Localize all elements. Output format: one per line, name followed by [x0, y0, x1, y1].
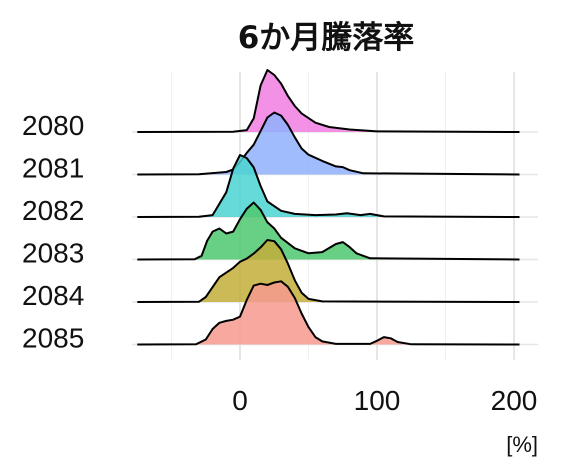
ridge-2082	[137, 154, 520, 218]
y-tick-label: 2082	[22, 195, 84, 226]
y-tick-labels: 2080 2081 2082 2083 2084 2085	[22, 110, 84, 354]
chart-title: 6か月騰落率	[238, 20, 415, 56]
ridge-2084	[137, 239, 520, 303]
x-tick-label: 0	[232, 385, 248, 416]
ridge-area	[137, 70, 520, 132]
x-tick-label: 200	[491, 385, 538, 416]
y-tick-label: 2081	[22, 153, 84, 184]
y-tick-label: 2085	[22, 323, 84, 354]
x-tick-labels: 0 100 200	[232, 385, 537, 416]
x-axis-label: [%]	[506, 432, 538, 457]
ridge-area	[137, 112, 520, 175]
ridge-area	[137, 240, 520, 302]
ridge-area	[137, 281, 520, 345]
y-tick-label: 2080	[22, 110, 84, 141]
ridge-2081	[137, 111, 520, 176]
ridge-outline	[137, 154, 520, 218]
ridge-2083	[137, 201, 520, 261]
x-tick-label: 100	[354, 385, 401, 416]
y-tick-label: 2083	[22, 238, 84, 269]
ridge-outline	[137, 280, 520, 346]
y-tick-label: 2084	[22, 280, 84, 311]
ridge-outline	[137, 69, 520, 133]
ridge-area	[137, 202, 520, 260]
ridges	[137, 69, 520, 346]
ridge-2080	[137, 69, 520, 133]
ridge-outline	[137, 239, 520, 303]
ridge-2085	[137, 280, 520, 346]
ridge-outline	[137, 201, 520, 261]
